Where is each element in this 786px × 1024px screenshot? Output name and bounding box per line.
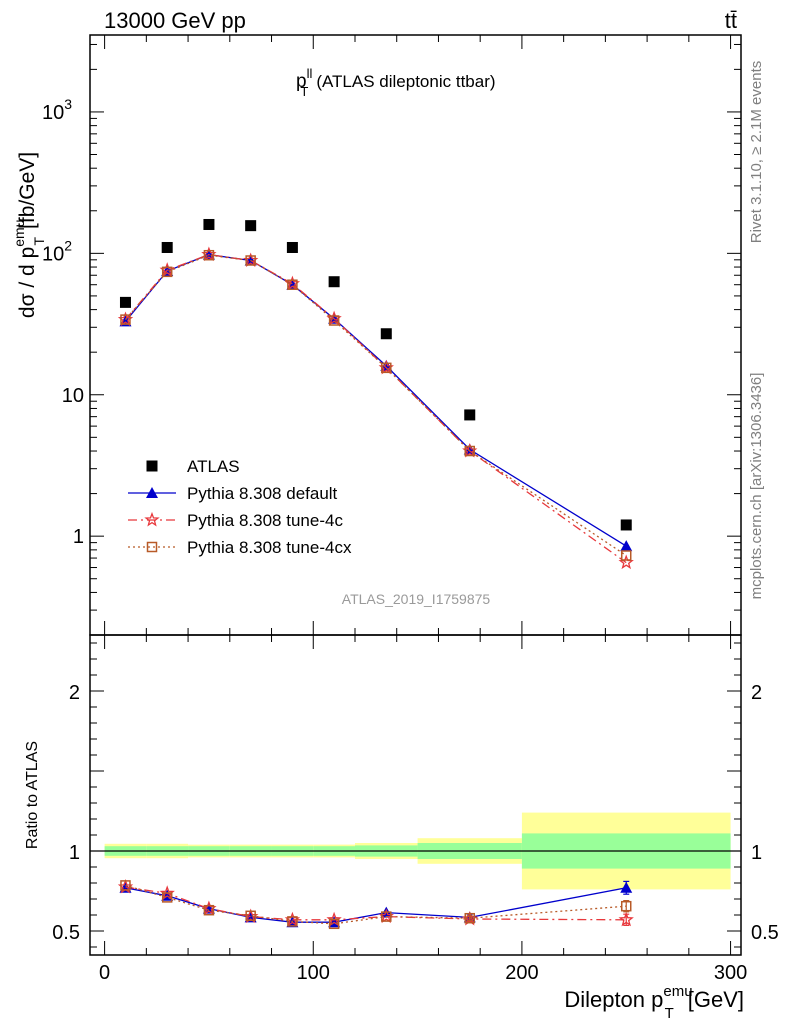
ratio-panel: 0.5 0.5 1 1 2 2 0 100 200 300 Ratio to ATLAS Dile… — [24, 634, 779, 1022]
legend-label-3: Pythia 8.308 tune-4cx — [187, 538, 352, 557]
series-3-point — [381, 362, 392, 374]
x-axis-label-sup: emu — [663, 983, 692, 1000]
x-axis-label: Dilepton pemu T [GeV] — [564, 983, 744, 1022]
y-tick-label-base: 10 — [42, 243, 64, 265]
ratio-frame — [89, 634, 742, 956]
ratio-y-tick-label-right: 2 — [751, 682, 762, 704]
ratio-series-2-point — [245, 910, 256, 922]
ratio-y-tick-label-right: 0.5 — [751, 922, 779, 944]
y-tick-label: 102 — [42, 237, 72, 265]
legend-label-0: ATLAS — [187, 457, 240, 476]
rivet-label: Rivet 3.1.10, ≥ 2.1M events — [748, 61, 765, 244]
ratio-series-0-point — [620, 881, 633, 893]
ratio-series-2-point — [120, 880, 131, 891]
header-left-label: 13000 GeV pp — [104, 8, 246, 33]
x-axis-label-main: Dilepton p — [564, 987, 663, 1012]
series-0-point — [119, 296, 131, 308]
y-tick-label: 10 — [62, 385, 84, 407]
y-tick-label-base: 10 — [42, 102, 64, 124]
legend-label-2: Pythia 8.308 tune-4c — [187, 511, 343, 530]
main-ylabel-a: dσ / d p — [16, 247, 39, 318]
series-1 — [119, 248, 633, 552]
ratio-y-tick-label-right: 1 — [751, 842, 762, 864]
ratio-y-tick-label-left: 1 — [69, 842, 80, 864]
ratio-y-tick-label-left: 0.5 — [52, 922, 80, 944]
main-ylabel-sup: emu — [11, 220, 27, 247]
main-ylabel-sub: T — [31, 237, 47, 246]
series-3-point — [203, 249, 215, 261]
series-0 — [119, 218, 632, 531]
series-3 — [120, 249, 632, 561]
ratio-series-2-point — [620, 900, 632, 912]
series-1-point — [620, 540, 633, 552]
series-2-line — [125, 253, 627, 564]
series-3-point — [328, 315, 340, 326]
series-3-point — [161, 266, 173, 278]
header-right-label: tt̄ — [725, 8, 737, 33]
legend-marker-1 — [146, 487, 158, 498]
series-0-point — [286, 241, 298, 253]
legend-marker-3 — [146, 541, 158, 553]
main-title-rest: (ATLAS dileptonic ttbar) — [316, 72, 495, 91]
ratio-series-2-point — [328, 918, 340, 930]
x-axis-label-unit: [GeV] — [688, 987, 744, 1012]
main-ylabel-b: [fb/GeV] — [16, 152, 39, 229]
y-tick-label: 103 — [42, 96, 72, 124]
main-title-p: p — [296, 71, 307, 92]
series-3-point — [245, 255, 256, 266]
legend-label-1: Pythia 8.308 default — [187, 484, 338, 503]
series-0-point — [380, 328, 392, 340]
ratio-series-2-point — [381, 911, 392, 922]
y-tick-label: 1 — [73, 526, 84, 548]
y-tick-label-exp: 3 — [64, 96, 72, 112]
legend-marker-0 — [146, 460, 158, 472]
main-y-axis-label: dσ / d pemu T [fb/GeV] — [11, 152, 47, 318]
main-plot-area — [117, 218, 634, 570]
watermark: ATLAS_2019_I1759875 — [342, 591, 491, 607]
y-tick-label-exp: 2 — [64, 237, 72, 253]
series-3-point — [120, 314, 131, 325]
series-0-point — [328, 276, 340, 288]
series-3-point — [287, 279, 298, 290]
ratio-series-1-point — [618, 911, 634, 927]
x-tick-label: 300 — [714, 962, 747, 984]
ratio-series-2 — [120, 880, 632, 930]
ratio-series-2-point — [161, 892, 173, 903]
series-0-point — [620, 519, 632, 531]
ratio-series-2-point — [464, 912, 475, 924]
ratio-series-2-point — [287, 916, 298, 927]
ratio-y-axis-label: Ratio to ATLAS — [24, 741, 41, 849]
ratio-axes: 0.5 0.5 1 1 2 2 0 100 200 300 — [52, 635, 779, 984]
x-tick-label: 200 — [505, 962, 538, 984]
ratio-series-1-point — [159, 885, 175, 900]
ratio-plot-area — [90, 812, 741, 930]
ratio-series-1-point — [326, 911, 342, 927]
series-3-point — [464, 445, 475, 457]
main-title-sub: T — [300, 84, 308, 99]
main-title-sup: ll — [307, 66, 313, 81]
legend-marker-2 — [144, 511, 160, 527]
series-0-point — [203, 218, 215, 230]
legend: ATLAS Pythia 8.308 default Pythia 8.308 tu… — [128, 457, 352, 557]
main-title: pll T (ATLAS dileptonic ttbar) — [296, 66, 496, 99]
x-tick-label: 100 — [297, 962, 330, 984]
ratio-series-2-line — [125, 884, 627, 925]
x-tick-label: 0 — [99, 962, 110, 984]
series-0-point — [245, 220, 257, 232]
series-3-point — [620, 550, 632, 561]
ratio-series-2-point — [203, 904, 215, 916]
series-0-point — [161, 241, 173, 253]
series-0-point — [464, 409, 476, 421]
ratio-y-tick-label-left: 2 — [69, 682, 80, 704]
mcplots-label: mcplots.cern.ch [arXiv:1306.3436] — [748, 373, 765, 600]
x-axis-label-sub: T — [665, 1005, 674, 1022]
